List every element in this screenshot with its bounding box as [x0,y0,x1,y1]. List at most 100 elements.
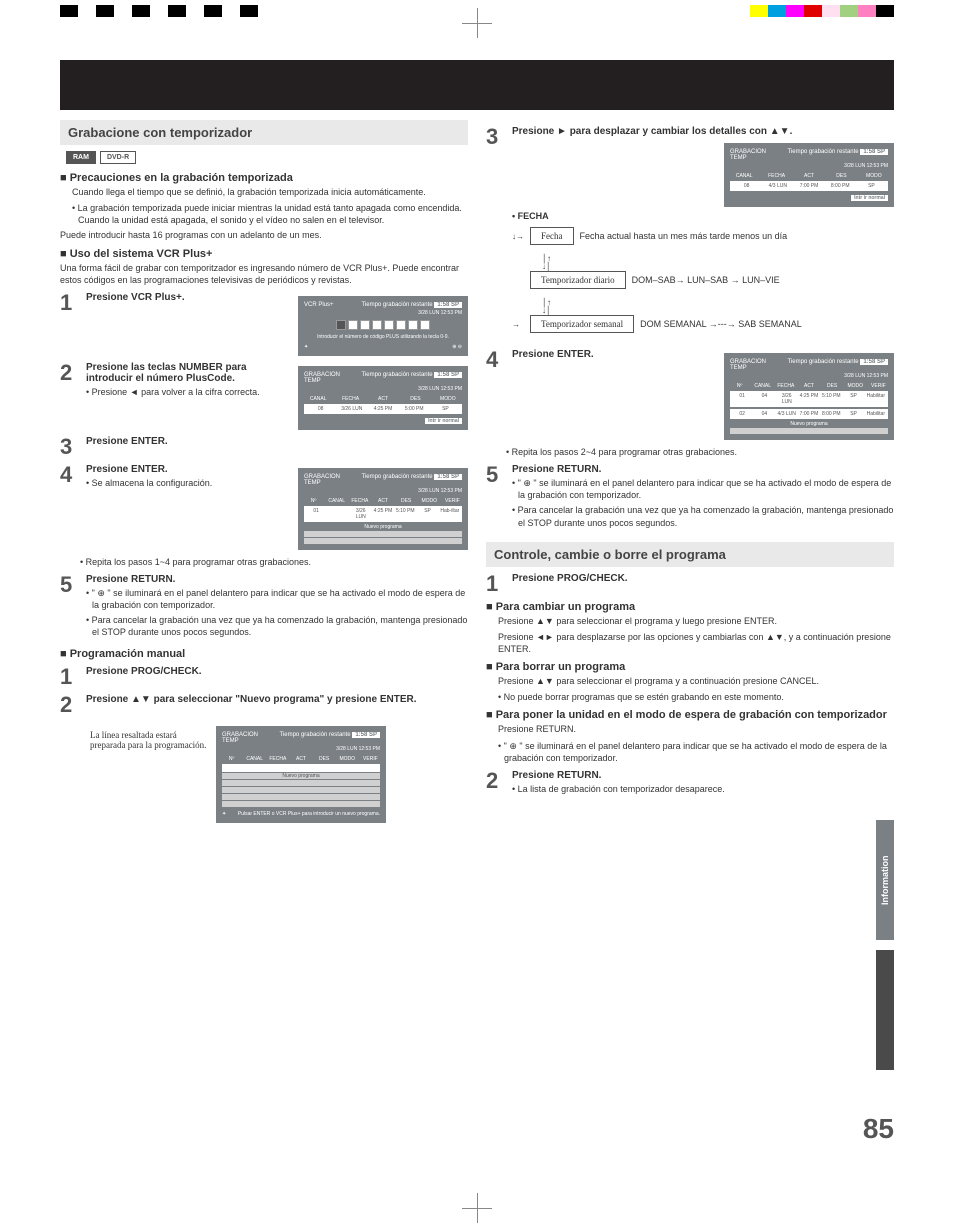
step-num: 5 [486,464,504,532]
prec-line: Puede introducir hasta 16 programas con … [60,229,468,241]
step-num: 2 [60,362,78,430]
right-column: 3 Presione ► para desplazar y cambiar lo… [486,120,894,823]
r5-b2: • Para cancelar la grabación una vez que… [518,504,894,528]
borrar-b: • No puede borrar programas que se estén… [504,691,894,703]
osdm-tb: 1:58 SP [352,732,380,738]
mstep-2: 2 Presione ▲▼ para seleccionar "Nuevo pr… [60,694,468,716]
r5-title: Presione RETURN. [512,464,894,475]
osd-digits [304,320,462,330]
nav-cross-icon: ✦ [304,344,308,350]
osdr3-tb: 1:58 SP [860,149,888,155]
fecha-label: • FECHA [512,211,894,221]
osdr4-tb: 1:58 SP [860,359,888,365]
osd-time-badge: 1:58 SP [434,302,462,308]
osd-rest2: Tiempo grabación restante [361,372,432,378]
step-2: 2 Presione las teclas NUMBER para introd… [60,362,468,430]
osd-vcrplus: VCR Plus+Tiempo grabación restante 1:58 … [298,296,468,356]
osdr3-time: 3/28 LUN 12:53 PM [730,163,888,169]
osd-hint: Intr ir normal [425,418,462,424]
step5-b1: • " ⊕ " se iluminará en el panel delante… [92,587,468,611]
osdm-time: 3/28 LUN 12:53 PM [222,746,380,752]
nav-cross-icon: ✦ [222,811,226,817]
osd4-tb: 1:58 SP [434,474,462,480]
osd-time: 3/28 LUN 12:53 PM [304,310,462,316]
step-num: 1 [60,666,78,688]
step-num: 2 [486,770,504,798]
osd-tb: 1:58 SP [434,372,462,378]
osd-h2: TEMP [304,378,321,384]
rstep-5: 5 Presione RETURN. • " ⊕ " se iluminará … [486,464,894,532]
osdm-newprog: Nuevo programa [222,773,380,779]
flow-fecha: Fecha [530,227,574,245]
side-bar-dark [876,950,894,1070]
page-content: Grabacione con temporizador RAM DVD-R Pr… [60,60,894,1145]
page-number: 85 [863,1113,894,1145]
osdr3-rest: Tiempo grabación restante [787,149,858,155]
mstep-1: 1 Presione PROG/CHECK. [60,666,468,688]
osdr4-rest: Tiempo grabación restante [787,359,858,365]
osdm-rest: Tiempo grabación restante [279,732,350,738]
step-num: 1 [60,292,78,356]
step-num: 3 [60,436,78,458]
section-title-timer: Grabacione con temporizador [60,120,468,145]
osdr4-h2: TEMP [730,365,747,371]
step1-title: Presione VCR Plus+. [86,292,292,303]
osdm-h2: TEMP [222,738,239,744]
repeat-note: • Repita los pasos 1~4 para programar ot… [86,556,468,568]
header-blackbar [60,60,894,110]
osd4-rest: Tiempo grabación restante [361,474,432,480]
resalt-note: La línea resaltada estará preparada para… [90,730,210,750]
step5-b2: • Para cancelar la grabación una vez que… [92,614,468,638]
osdr3-h2: TEMP [730,155,747,161]
c2-b: • La lista de grabación con temporizador… [518,783,894,795]
osd4-newprog: Nuevo programa [304,524,462,530]
osd1-title: VCR Plus+ [304,302,334,308]
step-num: 1 [486,573,504,595]
flow-semanal-desc: DOM SEMANAL →---→ SAB SEMANAL [640,319,802,329]
step-1: 1 Presione VCR Plus+. VCR Plus+Tiempo gr… [60,292,468,356]
osdm-foot: Pulsar ENTER o VCR Plus+ para introducir… [238,811,380,817]
osd-manual: GRABACIONTEMPTiempo grabación restante 1… [216,726,386,823]
step-4: 4 Presione ENTER. • Se almacena la confi… [60,464,468,550]
rstep-4: 4 Presione ENTER. GRABACIONTEMPTiempo gr… [486,349,894,440]
step-num: 3 [486,126,504,343]
flow-diario: Temporizador diario [530,271,626,289]
osd-pluscode: GRABACIONTEMPTiempo grabación restante 1… [298,366,468,430]
cstep-2: 2 Presione RETURN. • La lista de grabaci… [486,770,894,798]
r3-title: Presione ► para desplazar y cambiar los … [512,126,894,137]
step-num: 4 [60,464,78,550]
r4-title: Presione ENTER. [512,349,718,360]
step-num: 5 [60,574,78,642]
osd1-note: Introducir el número de código PLUS util… [304,334,462,340]
vcr-para: Una forma fácil de grabar con temporitza… [60,262,468,286]
registration-marks-top [0,5,954,45]
badge-ram: RAM [66,151,96,164]
step-3: 3 Presione ENTER. [60,436,468,458]
prec-bullet: • La grabación temporizada puede iniciar… [78,202,468,226]
step3-title: Presione ENTER. [86,436,468,447]
step4-bullet: • Se almacena la configuración. [92,477,292,489]
h-vcrplus: Uso del sistema VCR Plus+ [60,248,468,260]
osd-r4: GRABACIONTEMPTiempo grabación restante 1… [724,353,894,440]
h-manual: Programación manual [60,648,468,660]
osdr4-time: 3/28 LUN 12:53 PM [730,373,888,379]
osdr3-hint: Intr ir normal [851,195,888,201]
osd4-h2: TEMP [304,480,321,486]
left-column: Grabacione con temporizador RAM DVD-R Pr… [60,120,468,823]
h-borrar: Para borrar un programa [486,661,894,673]
rstep-3: 3 Presione ► para desplazar y cambiar lo… [486,126,894,343]
flow-fecha-desc: Fecha actual hasta un mes más tarde meno… [580,231,788,241]
c1-title: Presione PROG/CHECK. [512,573,894,584]
osd-confirm: GRABACIONTEMPTiempo grabación restante 1… [298,468,468,550]
section-title-control: Controle, cambie o borre el programa [486,542,894,567]
osd-r3: GRABACIONTEMPTiempo grabación restante 1… [724,143,894,207]
h-espera: Para poner la unidad en el modo de esper… [486,709,894,721]
side-tab-information: Information [876,820,894,940]
cambiar-p2: Presione ◄► para desplazarse por las opc… [498,631,894,655]
flow-diagram: ↓→FechaFecha actual hasta un mes más tar… [512,227,894,333]
m2-title: Presione ▲▼ para seleccionar "Nuevo prog… [86,694,468,705]
prec-para: Cuando llega el tiempo que se definió, l… [72,186,468,198]
step-5: 5 Presione RETURN. • " ⊕ " se iluminará … [60,574,468,642]
r-repeat: • Repita los pasos 2~4 para programar ot… [512,446,894,458]
espera-p: Presione RETURN. [498,723,894,735]
